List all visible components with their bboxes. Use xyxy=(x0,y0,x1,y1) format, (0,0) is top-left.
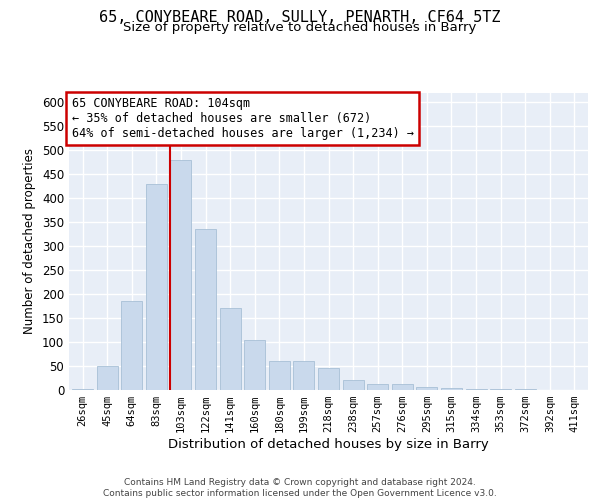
Bar xyxy=(146,184,167,390)
Bar xyxy=(343,380,364,390)
Y-axis label: Number of detached properties: Number of detached properties xyxy=(23,148,37,334)
Bar xyxy=(97,366,118,390)
Bar xyxy=(244,340,265,390)
Bar xyxy=(269,361,290,390)
Bar xyxy=(466,388,487,390)
Text: Size of property relative to detached houses in Barry: Size of property relative to detached ho… xyxy=(124,21,476,34)
Bar xyxy=(318,368,339,390)
Bar xyxy=(195,230,216,390)
Text: 65, CONYBEARE ROAD, SULLY, PENARTH, CF64 5TZ: 65, CONYBEARE ROAD, SULLY, PENARTH, CF64… xyxy=(99,10,501,25)
Bar xyxy=(170,160,191,390)
Bar xyxy=(220,308,241,390)
Bar xyxy=(293,361,314,390)
Text: 65 CONYBEARE ROAD: 104sqm
← 35% of detached houses are smaller (672)
64% of semi: 65 CONYBEARE ROAD: 104sqm ← 35% of detac… xyxy=(71,97,413,140)
Bar xyxy=(515,389,536,390)
Bar xyxy=(441,388,462,390)
X-axis label: Distribution of detached houses by size in Barry: Distribution of detached houses by size … xyxy=(168,438,489,451)
Bar xyxy=(72,388,93,390)
Bar xyxy=(367,384,388,390)
Bar xyxy=(416,386,437,390)
Bar xyxy=(392,384,413,390)
Bar xyxy=(490,389,511,390)
Text: Contains HM Land Registry data © Crown copyright and database right 2024.
Contai: Contains HM Land Registry data © Crown c… xyxy=(103,478,497,498)
Bar xyxy=(121,301,142,390)
